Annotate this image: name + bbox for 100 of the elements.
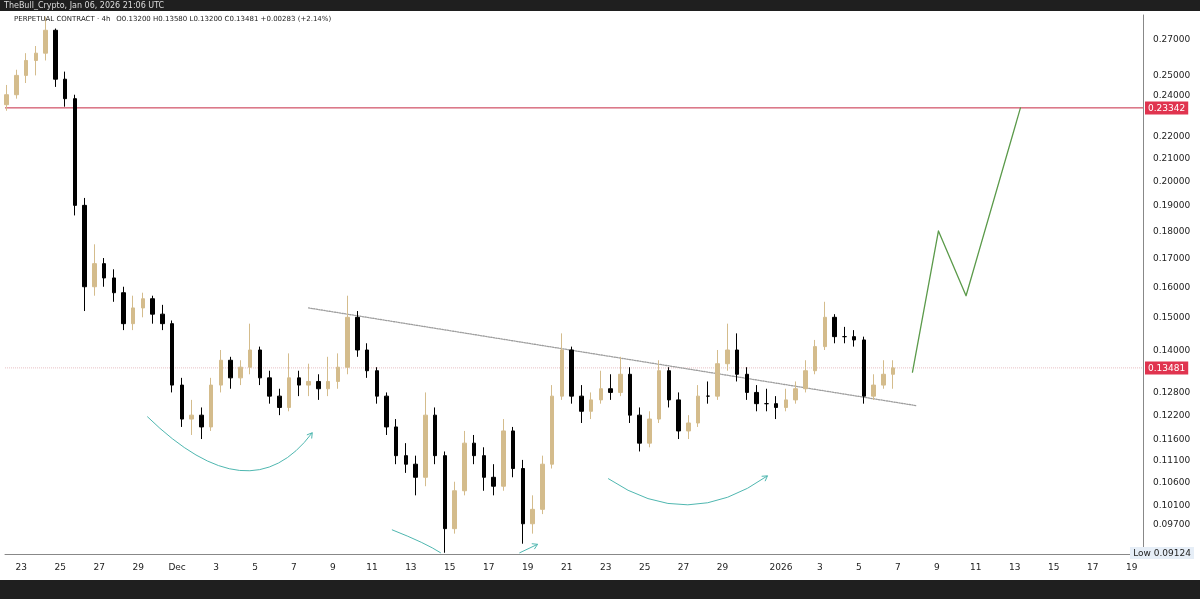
x-tick-label: 2026 [769,561,793,572]
candlestick [394,418,398,465]
candlestick [102,257,106,288]
x-tick-label: 15 [444,561,456,572]
y-tick-label: 0.22000 [1153,130,1191,141]
candlestick [404,442,408,474]
candlestick [599,370,603,405]
x-tick-label: 3 [213,561,219,572]
candlestick [258,346,262,386]
candlestick [754,384,759,412]
candlestick [813,339,817,375]
candlestick [24,52,28,84]
candlestick [511,426,515,478]
candlestick [277,388,282,416]
candlestick [676,391,681,440]
y-tick-label: 0.19000 [1153,200,1191,211]
candlestick [375,366,379,405]
y-tick-label: 0.25000 [1153,70,1191,81]
x-tick-label: 3 [817,561,823,572]
x-tick-label: 23 [15,561,27,572]
candlestick [355,310,360,358]
y-tick-label: 0.20000 [1153,176,1191,187]
candlestick [92,243,97,297]
candlestick [793,380,798,405]
candlestick [530,494,535,535]
candlestick [550,384,554,470]
candlestick [462,430,467,496]
x-tick-label: 25 [54,561,66,572]
candlestick [160,304,165,331]
line-series [911,107,1022,373]
y-tick-label: 0.12800 [1153,387,1191,398]
candlestick [180,377,184,428]
y-tick-label: 0.27000 [1153,33,1191,44]
candlestick [608,373,613,401]
candlestick [832,313,837,344]
candlestick [560,332,564,401]
candlestick [667,366,671,408]
annotation: Low 0.09124 [1130,547,1194,559]
candlestick [199,406,204,440]
candlestick [4,84,9,112]
x-tick-label: 5 [856,561,862,572]
x-tick-label: 25 [638,561,651,572]
candlestick [53,28,58,88]
candlestick [628,366,632,424]
candlestick [150,295,155,325]
x-tick-label: 5 [252,561,258,572]
candlestick [297,370,301,397]
x-tick-label: 19 [1125,561,1138,572]
candlestick [452,481,457,535]
x-tick-label: Dec [168,561,186,572]
y-tick-label: 0.11100 [1153,454,1191,465]
candlestick [63,71,67,108]
candlestick [472,434,476,465]
candlestick [696,384,700,428]
ref-line-label: 0.13481 [1148,362,1186,373]
candlestick [803,359,808,393]
candlestick [73,94,77,216]
x-tick-label: 19 [522,561,534,572]
y-tick-label: 0.11600 [1153,434,1191,445]
candlestick [871,373,876,401]
x-tick-label: 17 [1086,561,1099,572]
y-tick-label: 0.10100 [1153,499,1191,510]
candlestick [219,349,223,393]
candlestick [248,323,252,375]
x-tick-label: 29 [716,561,729,572]
candlestick [238,359,243,386]
x-tick-label: 7 [291,561,297,572]
candlestick [774,395,778,420]
y-tick-label: 0.16000 [1153,281,1191,292]
candlestick [316,373,321,401]
candlestick [852,329,856,348]
x-tick-label: 7 [895,561,901,572]
x-tick-label: 29 [132,561,145,572]
candlestick [121,286,126,331]
candlestick [862,336,866,405]
candlestick [521,459,525,545]
x-tick-label: 13 [405,561,417,572]
candlestick [14,69,19,100]
candlestick [657,359,661,424]
candlestick [443,450,447,554]
x-tick-label: 23 [599,561,612,572]
y-tick-label: 0.15000 [1153,312,1191,323]
candlestick [618,356,623,397]
y-tick-label: 0.09700 [1153,518,1191,529]
candlestick [287,352,291,412]
candlestick [413,455,418,496]
x-tick-label: 9 [330,561,337,572]
y-tick-label: 0.17000 [1153,253,1191,264]
candlestick [725,323,730,372]
candlestick [326,356,330,397]
candlestick [336,352,340,390]
y-tick-label: 0.12200 [1153,410,1191,421]
candlestick [579,384,584,424]
candlestick [764,388,769,412]
x-tick-label: 11 [970,561,982,572]
x-tick-label: 27 [93,561,105,572]
candlestick [637,406,642,452]
candlestick [306,363,311,397]
candlestick [745,366,749,401]
candlestick [365,342,369,379]
